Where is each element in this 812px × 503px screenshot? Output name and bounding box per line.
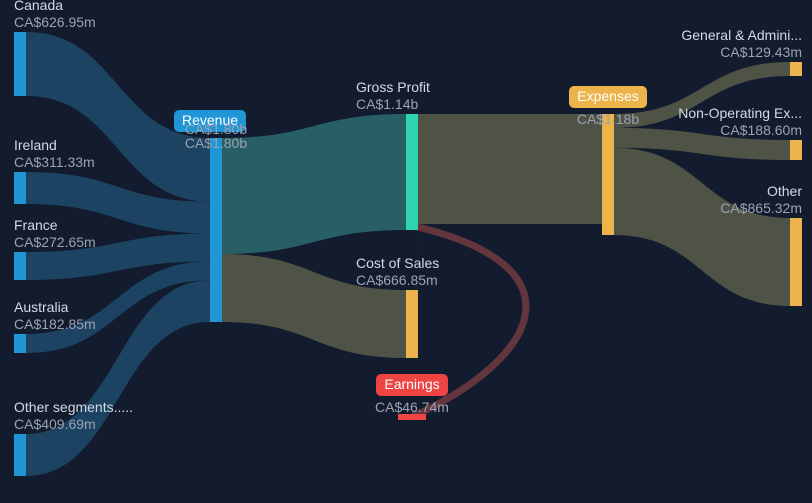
pill-expenses-text: Expenses bbox=[577, 88, 638, 104]
label-out-nonop: Non-Operating Ex... bbox=[678, 105, 802, 121]
value-canada: CA$626.95m bbox=[14, 14, 96, 30]
node-out-other bbox=[790, 218, 802, 306]
pill-earnings-text: Earnings bbox=[384, 376, 439, 392]
node-revenue bbox=[210, 138, 222, 322]
sankey-link bbox=[222, 114, 406, 254]
label-cost-of-sales: Cost of Sales bbox=[356, 255, 439, 271]
node-france bbox=[14, 252, 26, 280]
node-australia bbox=[14, 334, 26, 353]
label-ireland: Ireland bbox=[14, 137, 57, 153]
node-ireland bbox=[14, 172, 26, 204]
value-other_seg: CA$409.69m bbox=[14, 416, 96, 432]
node-cost-of-sales bbox=[406, 290, 418, 358]
value-out-nonop: CA$188.60m bbox=[720, 122, 802, 138]
value-revenue2: CA$1.80b bbox=[185, 135, 247, 151]
node-out-nonop bbox=[790, 140, 802, 160]
node-other_seg bbox=[14, 434, 26, 476]
value-cost-of-sales: CA$666.85m bbox=[356, 272, 438, 288]
value-france: CA$272.65m bbox=[14, 234, 96, 250]
label-france: France bbox=[14, 217, 58, 233]
value-out-other: CA$865.32m bbox=[720, 200, 802, 216]
value-gross-profit: CA$1.14b bbox=[356, 96, 418, 112]
node-gross-profit bbox=[406, 114, 418, 230]
value-australia: CA$182.85m bbox=[14, 316, 96, 332]
value-out-ga: CA$129.43m bbox=[720, 44, 802, 60]
sankey-link bbox=[614, 148, 790, 306]
label-out-ga: General & Admini... bbox=[681, 27, 802, 43]
node-out-ga bbox=[790, 62, 802, 76]
sankey-link bbox=[418, 114, 602, 224]
label-canada: Canada bbox=[14, 0, 63, 13]
label-other_seg: Other segments..... bbox=[14, 399, 133, 415]
value-expenses: CA$1.18b bbox=[577, 111, 639, 127]
value-earnings: CA$46.74m bbox=[375, 399, 449, 415]
label-out-other: Other bbox=[767, 183, 802, 199]
node-expenses bbox=[602, 114, 614, 235]
sankey-chart: CanadaCA$626.95mIrelandCA$311.33mFranceC… bbox=[0, 0, 812, 503]
value-ireland: CA$311.33m bbox=[14, 154, 95, 170]
label-gross-profit: Gross Profit bbox=[356, 79, 430, 95]
node-canada bbox=[14, 32, 26, 96]
label-australia: Australia bbox=[14, 299, 69, 315]
